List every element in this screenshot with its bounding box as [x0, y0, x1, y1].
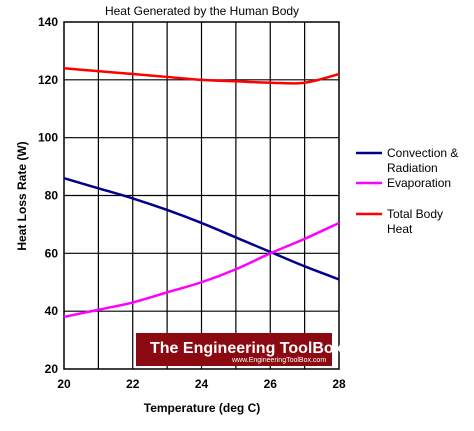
x-tick-label: 20 — [57, 377, 71, 391]
legend-label: Evaporation — [387, 176, 451, 190]
plot-area — [63, 21, 340, 370]
x-tick-label: 24 — [195, 377, 209, 391]
y-tick-labels: 20 40 60 80 100 120 140 — [38, 15, 58, 376]
x-tick-label: 22 — [126, 377, 140, 391]
y-tick-label: 140 — [38, 15, 58, 29]
y-tick-label: 100 — [38, 131, 58, 145]
series-line-convection-radiation — [63, 176, 340, 281]
grid — [64, 22, 339, 369]
x-tick-label: 28 — [332, 377, 346, 391]
y-tick-label: 120 — [38, 73, 58, 87]
x-tick-label: 26 — [264, 377, 278, 391]
watermark: The Engineering ToolBox www.EngineeringT… — [136, 333, 343, 366]
y-tick-label: 60 — [45, 246, 59, 260]
y-tick-label: 40 — [45, 304, 59, 318]
series-line-total-body-heat — [63, 67, 340, 85]
series-layer — [63, 67, 340, 319]
series-line-evaporation — [63, 221, 340, 319]
watermark-main-text: The Engineering ToolBox — [150, 340, 343, 357]
y-tick-label: 80 — [45, 189, 59, 203]
legend-label: Total Body Heat — [387, 207, 443, 236]
watermark-sub-text: www.EngineeringToolBox.com — [231, 357, 326, 364]
watermark-background — [136, 333, 332, 366]
y-axis-label: Heat Loss Rate (W) — [15, 141, 29, 250]
x-axis-label: Temperature (deg C) — [144, 401, 260, 415]
legend-label: Convection & Radiation — [387, 146, 458, 175]
chart-title: Heat Generated by the Human Body — [105, 4, 299, 18]
y-tick-label: 20 — [45, 362, 59, 376]
x-tick-labels: 20 22 24 26 28 — [57, 377, 346, 391]
